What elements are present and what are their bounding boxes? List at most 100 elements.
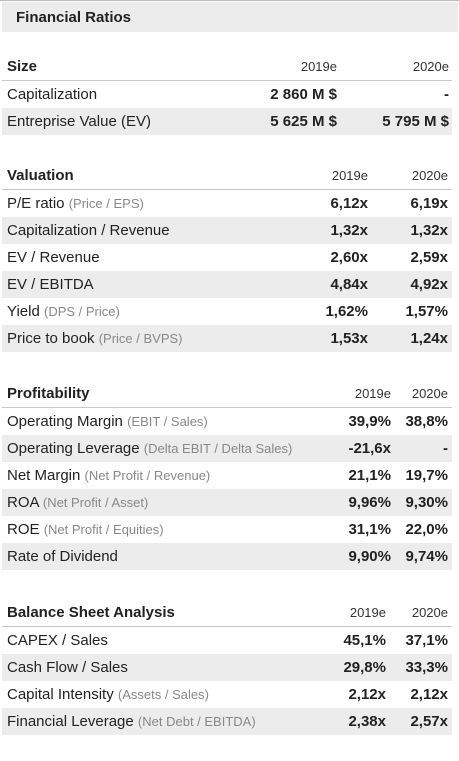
value-2019e: 2,38x	[348, 713, 386, 730]
row-label: CAPEX / Sales	[7, 627, 108, 654]
row-label: Capitalization	[7, 81, 97, 108]
value-2020e: -	[444, 86, 449, 103]
value-2020e: 6,19x	[410, 195, 448, 212]
row-label-text: Cash Flow / Sales	[7, 659, 128, 676]
value-2019e: 2 860 M $	[270, 86, 337, 103]
value-2019e: 1,53x	[330, 330, 368, 347]
row-label-formula: (Price / EPS)	[68, 196, 144, 211]
row-label-formula: (Net Debt / EBITDA)	[137, 714, 256, 729]
table-row: Capitalization / Revenue 1,32x 1,32x	[2, 217, 452, 244]
section-header-row: Profitability 2019e 2020e	[2, 380, 452, 408]
table-row: Operating Margin (EBIT / Sales) 39,9% 38,8…	[2, 408, 452, 435]
section-title: Size	[7, 58, 38, 75]
column-header-2019e: 2019e	[331, 168, 368, 183]
section-header-row: Balance Sheet Analysis 2019e 2020e	[2, 599, 452, 627]
column-header-2020e: 2020e	[411, 605, 448, 620]
row-label: Yield (DPS / Price)	[7, 298, 120, 325]
row-label-text: Capital Intensity	[7, 686, 114, 703]
row-label: ROA (Net Profit / Asset)	[7, 489, 148, 516]
section-title: Profitability	[7, 385, 90, 402]
value-2020e: 5 795 M $	[382, 113, 449, 130]
row-label: EV / EBITDA	[7, 271, 94, 298]
row-label: Financial Leverage (Net Debt / EBITDA)	[7, 708, 256, 735]
row-label-text: EV / EBITDA	[7, 276, 94, 293]
section-title: Balance Sheet Analysis	[7, 604, 175, 621]
value-2019e: 45,1%	[343, 632, 386, 649]
value-2019e: -21,6x	[348, 440, 391, 457]
row-label-formula: (Net Profit / Revenue)	[84, 468, 211, 483]
value-2019e: 2,12x	[348, 686, 386, 703]
value-2020e: 38,8%	[405, 413, 448, 430]
table-row: Price to book (Price / BVPS) 1,53x 1,24x	[2, 325, 452, 352]
row-label-formula: (Net Profit / Asset)	[42, 495, 149, 510]
row-label-text: ROA	[7, 494, 39, 511]
row-label-text: CAPEX / Sales	[7, 632, 108, 649]
size-section: Size 2019e 2020e Capitalization 2 860 M $ - En…	[2, 53, 452, 135]
column-header-2019e: 2019e	[300, 59, 337, 74]
table-row: Net Margin (Net Profit / Revenue) 21,1% 19…	[2, 462, 452, 489]
table-row: Operating Leverage (Delta EBIT / Delta S…	[2, 435, 452, 462]
row-label-formula: (Net Profit / Equities)	[43, 522, 164, 537]
value-2019e: 6,12x	[330, 195, 368, 212]
value-2019e: 1,32x	[330, 222, 368, 239]
row-label: Entreprise Value (EV)	[7, 108, 151, 135]
value-2020e: 1,32x	[410, 222, 448, 239]
balance-sheet-section: Balance Sheet Analysis 2019e 2020e CAPEX / …	[2, 599, 452, 735]
value-2020e: 1,57%	[405, 303, 448, 320]
value-2019e: 29,8%	[343, 659, 386, 676]
value-2020e: -	[443, 440, 448, 457]
value-2020e: 22,0%	[405, 521, 448, 538]
row-label-text: ROE	[7, 521, 40, 538]
table-row: ROA (Net Profit / Asset) 9,96% 9,30%	[2, 489, 452, 516]
row-label: Capitalization / Revenue	[7, 217, 170, 244]
table-row: ROE (Net Profit / Equities) 31,1% 22,0%	[2, 516, 452, 543]
value-2019e: 5 625 M $	[270, 113, 337, 130]
section-title: Valuation	[7, 167, 74, 184]
table-row: Financial Leverage (Net Debt / EBITDA) 2,…	[2, 708, 452, 735]
section-header-row: Size 2019e 2020e	[2, 53, 452, 81]
value-2019e: 39,9%	[348, 413, 391, 430]
row-label-text: P/E ratio	[7, 195, 65, 212]
row-label: Net Margin (Net Profit / Revenue)	[7, 462, 210, 489]
table-row: CAPEX / Sales 45,1% 37,1%	[2, 627, 452, 654]
row-label: Operating Leverage (Delta EBIT / Delta S…	[7, 435, 292, 462]
value-2020e: 2,12x	[410, 686, 448, 703]
value-2020e: 4,92x	[410, 276, 448, 293]
table-row: Cash Flow / Sales 29,8% 33,3%	[2, 654, 452, 681]
row-label-text: Financial Leverage	[7, 713, 134, 730]
row-label-text: Price to book	[7, 330, 95, 347]
row-label: Operating Margin (EBIT / Sales)	[7, 408, 208, 435]
row-label: Cash Flow / Sales	[7, 654, 128, 681]
profitability-section: Profitability 2019e 2020e Operating Margin …	[2, 380, 452, 570]
value-2019e: 1,62%	[325, 303, 368, 320]
value-2020e: 9,74%	[405, 548, 448, 565]
row-label-formula: (Delta EBIT / Delta Sales)	[143, 441, 293, 456]
column-header-2019e: 2019e	[349, 605, 386, 620]
value-2019e: 9,90%	[348, 548, 391, 565]
value-2020e: 2,59x	[410, 249, 448, 266]
value-2019e: 2,60x	[330, 249, 368, 266]
column-header-2020e: 2020e	[411, 386, 448, 401]
row-label-text: Operating Margin	[7, 413, 123, 430]
row-label: Price to book (Price / BVPS)	[7, 325, 183, 352]
row-label-text: EV / Revenue	[7, 249, 100, 266]
value-2020e: 2,57x	[410, 713, 448, 730]
financial-ratios-header: Financial Ratios	[2, 2, 458, 32]
value-2020e: 1,24x	[410, 330, 448, 347]
row-label-text: Operating Leverage	[7, 440, 140, 457]
table-row: Rate of Dividend 9,90% 9,74%	[2, 543, 452, 570]
value-2019e: 21,1%	[348, 467, 391, 484]
section-header-row: Valuation 2019e 2020e	[2, 162, 452, 190]
row-label-formula: (Assets / Sales)	[117, 687, 209, 702]
row-label: EV / Revenue	[7, 244, 100, 271]
row-label: Rate of Dividend	[7, 543, 118, 570]
page-title: Financial Ratios	[16, 9, 132, 26]
row-label-text: Rate of Dividend	[7, 548, 118, 565]
table-row: P/E ratio (Price / EPS) 6,12x 6,19x	[2, 190, 452, 217]
value-2020e: 33,3%	[405, 659, 448, 676]
row-label-text: Capitalization	[7, 86, 98, 103]
row-label-text: Entreprise Value (EV)	[7, 113, 151, 130]
row-label-text: Capitalization / Revenue	[7, 222, 170, 239]
row-label-formula: (EBIT / Sales)	[127, 414, 208, 429]
value-2020e: 9,30%	[405, 494, 448, 511]
